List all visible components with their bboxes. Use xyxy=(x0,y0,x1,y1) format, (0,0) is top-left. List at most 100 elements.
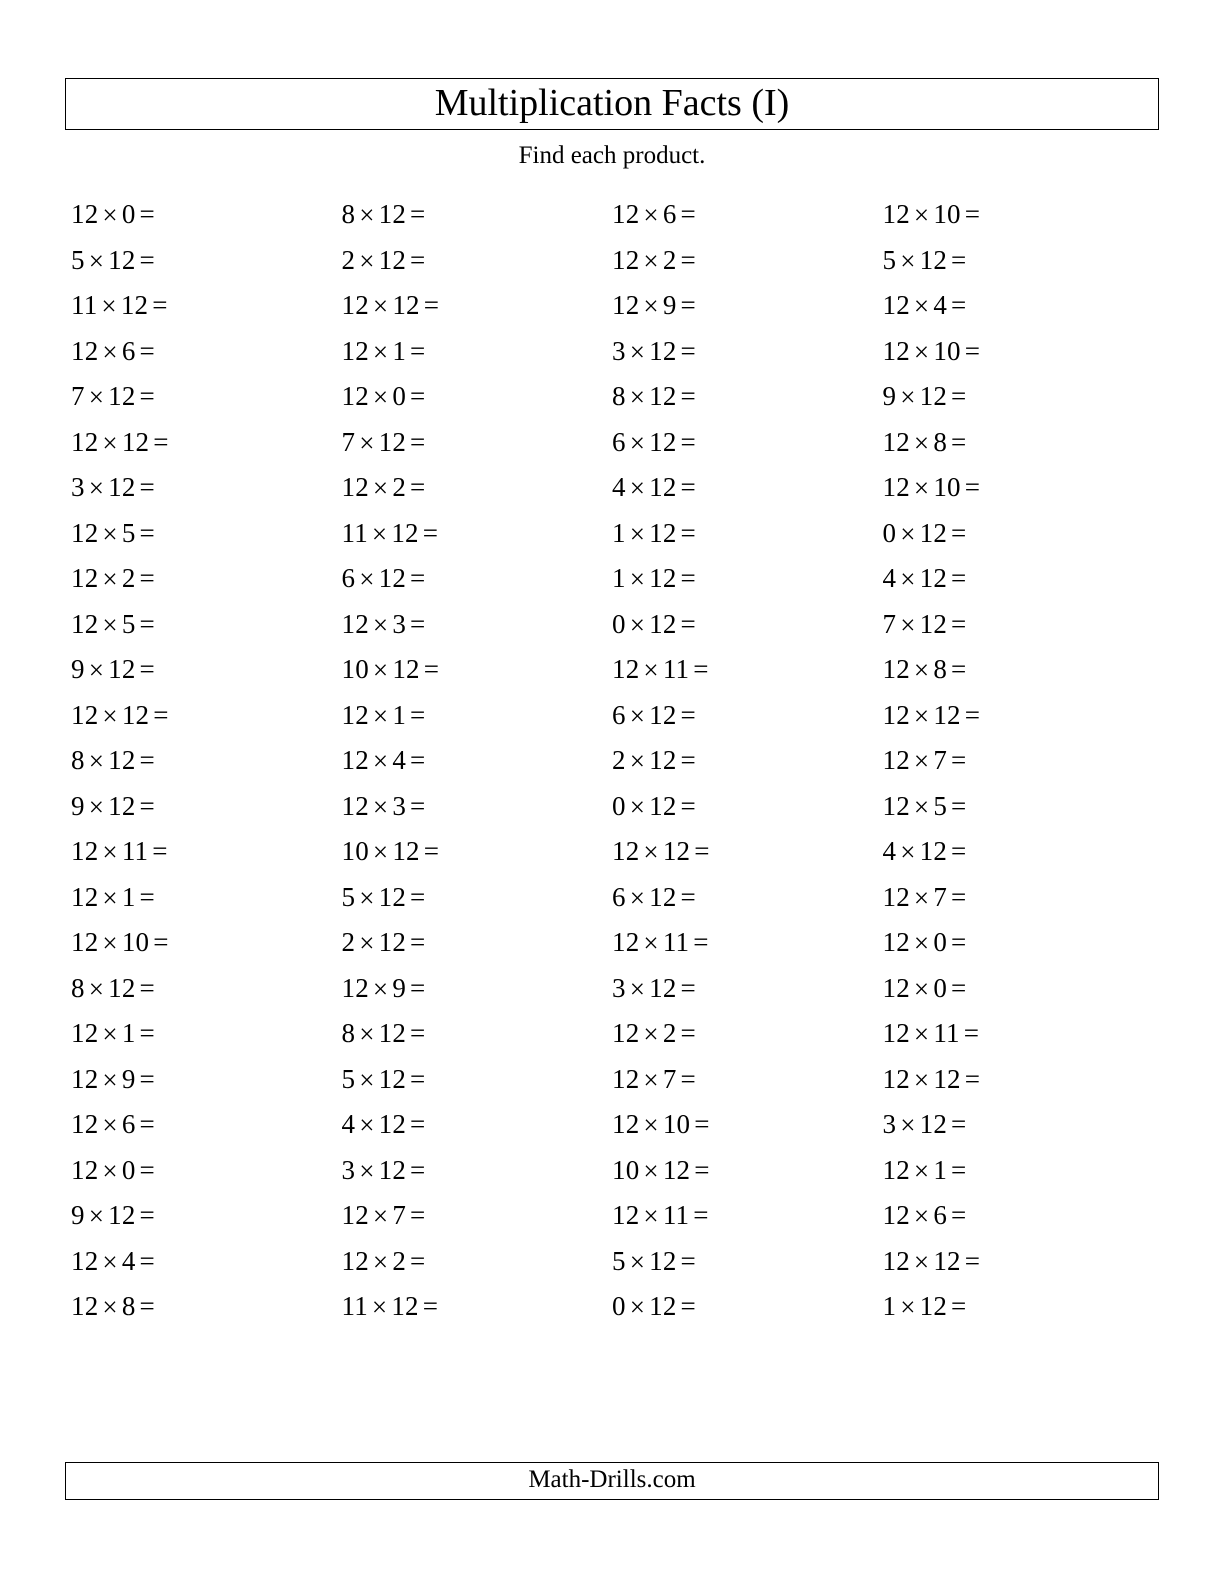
problem: 8×12= xyxy=(71,966,342,1012)
problem: 12×3= xyxy=(342,602,613,648)
problem: 12×6= xyxy=(612,192,883,238)
problem: 0×12= xyxy=(612,1284,883,1330)
problem: 12×1= xyxy=(342,329,613,375)
problem: 0×12= xyxy=(883,511,1154,557)
problem: 12×6= xyxy=(71,1102,342,1148)
problem: 4×12= xyxy=(883,829,1154,875)
problem: 12×2= xyxy=(612,1011,883,1057)
problem: 11×12= xyxy=(71,283,342,329)
problem: 6×12= xyxy=(612,693,883,739)
problem: 3×12= xyxy=(342,1148,613,1194)
problem: 12×11= xyxy=(71,829,342,875)
problem: 5×12= xyxy=(71,238,342,284)
problem: 1×12= xyxy=(612,511,883,557)
problem: 12×1= xyxy=(71,875,342,921)
problem: 12×9= xyxy=(612,283,883,329)
problem: 2×12= xyxy=(342,920,613,966)
problem: 12×5= xyxy=(71,511,342,557)
problem: 12×7= xyxy=(883,875,1154,921)
problem: 12×7= xyxy=(883,738,1154,784)
footer-box: Math-Drills.com xyxy=(65,1462,1159,1500)
problem: 4×12= xyxy=(883,556,1154,602)
problem: 5×12= xyxy=(612,1239,883,1285)
column-3: 12×6=12×2=12×9=3×12=8×12=6×12=4×12=1×12=… xyxy=(612,192,883,1330)
problem: 3×12= xyxy=(612,966,883,1012)
problem: 12×10= xyxy=(612,1102,883,1148)
problem: 12×0= xyxy=(883,920,1154,966)
problem: 12×10= xyxy=(883,465,1154,511)
problem: 1×12= xyxy=(883,1284,1154,1330)
problem: 12×2= xyxy=(71,556,342,602)
problem: 5×12= xyxy=(883,238,1154,284)
problem: 12×11= xyxy=(883,1011,1154,1057)
problem: 11×12= xyxy=(342,511,613,557)
problem: 12×8= xyxy=(883,420,1154,466)
problem: 12×5= xyxy=(883,784,1154,830)
problem: 12×10= xyxy=(71,920,342,966)
problem: 12×10= xyxy=(883,329,1154,375)
problem: 12×12= xyxy=(612,829,883,875)
subtitle: Find each product. xyxy=(65,142,1159,170)
column-2: 8×12=2×12=12×12=12×1=12×0=7×12=12×2=11×1… xyxy=(342,192,613,1330)
problem: 12×12= xyxy=(71,693,342,739)
problem: 12×10= xyxy=(883,192,1154,238)
problem: 0×12= xyxy=(612,602,883,648)
problem: 5×12= xyxy=(342,1057,613,1103)
problem: 12×8= xyxy=(883,647,1154,693)
problem: 2×12= xyxy=(342,238,613,284)
problem: 10×12= xyxy=(612,1148,883,1194)
problem: 12×2= xyxy=(342,1239,613,1285)
problem: 9×12= xyxy=(71,647,342,693)
problem: 12×1= xyxy=(342,693,613,739)
problem: 9×12= xyxy=(71,784,342,830)
problem: 12×7= xyxy=(342,1193,613,1239)
problem: 12×0= xyxy=(883,966,1154,1012)
problem: 8×12= xyxy=(71,738,342,784)
footer-text: Math-Drills.com xyxy=(528,1466,695,1493)
problem: 12×7= xyxy=(612,1057,883,1103)
problem: 12×11= xyxy=(612,647,883,693)
problem: 12×0= xyxy=(71,192,342,238)
problem: 6×12= xyxy=(342,556,613,602)
problem: 12×9= xyxy=(71,1057,342,1103)
problem: 3×12= xyxy=(71,465,342,511)
problem: 12×12= xyxy=(883,1057,1154,1103)
problem: 12×2= xyxy=(342,465,613,511)
problem: 12×4= xyxy=(342,738,613,784)
problem: 12×5= xyxy=(71,602,342,648)
problem: 12×1= xyxy=(883,1148,1154,1194)
problem: 5×12= xyxy=(342,875,613,921)
problem: 3×12= xyxy=(612,329,883,375)
problem: 12×12= xyxy=(883,693,1154,739)
problem: 12×12= xyxy=(883,1239,1154,1285)
problem: 12×0= xyxy=(342,374,613,420)
column-1: 12×0=5×12=11×12=12×6=7×12=12×12=3×12=12×… xyxy=(71,192,342,1330)
problem: 4×12= xyxy=(612,465,883,511)
page-title: Multiplication Facts (I) xyxy=(66,81,1158,125)
problem: 7×12= xyxy=(883,602,1154,648)
problem: 12×3= xyxy=(342,784,613,830)
problem: 12×1= xyxy=(71,1011,342,1057)
problem: 8×12= xyxy=(342,192,613,238)
problem: 1×12= xyxy=(612,556,883,602)
problem: 12×12= xyxy=(71,420,342,466)
problem: 12×8= xyxy=(71,1284,342,1330)
problem: 12×6= xyxy=(883,1193,1154,1239)
problem: 12×11= xyxy=(612,920,883,966)
problem: 8×12= xyxy=(612,374,883,420)
problem: 10×12= xyxy=(342,829,613,875)
problem: 8×12= xyxy=(342,1011,613,1057)
problem: 7×12= xyxy=(71,374,342,420)
problem: 4×12= xyxy=(342,1102,613,1148)
column-4: 12×10=5×12=12×4=12×10=9×12=12×8=12×10=0×… xyxy=(883,192,1154,1330)
problem: 2×12= xyxy=(612,738,883,784)
problem: 0×12= xyxy=(612,784,883,830)
problem: 10×12= xyxy=(342,647,613,693)
problem: 9×12= xyxy=(71,1193,342,1239)
problem: 12×11= xyxy=(612,1193,883,1239)
problem: 7×12= xyxy=(342,420,613,466)
problem: 3×12= xyxy=(883,1102,1154,1148)
problem: 9×12= xyxy=(883,374,1154,420)
problem: 12×0= xyxy=(71,1148,342,1194)
problem: 12×12= xyxy=(342,283,613,329)
